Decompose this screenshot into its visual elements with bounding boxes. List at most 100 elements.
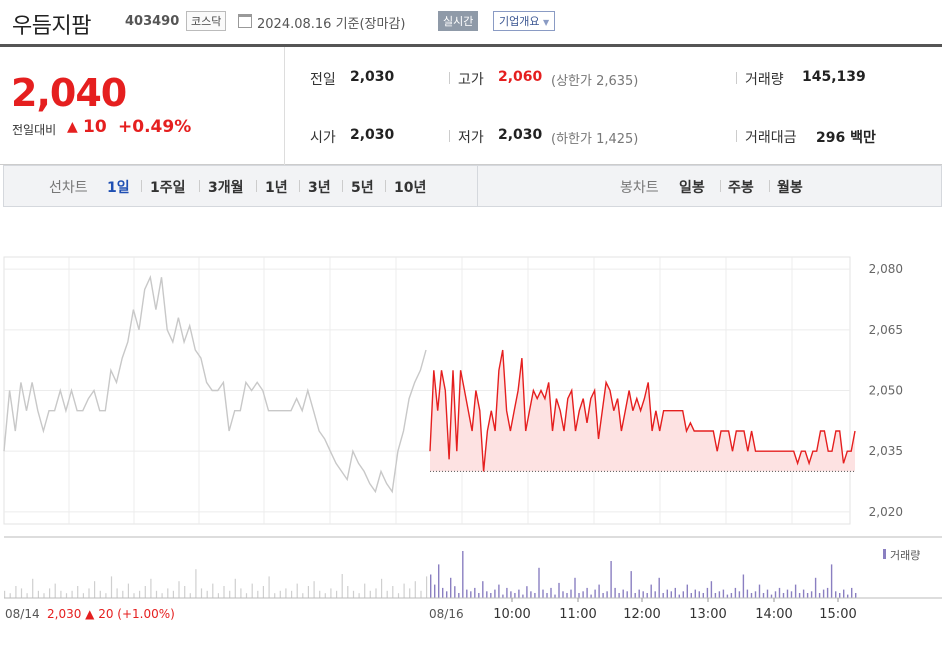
volume-bar: [37, 590, 39, 598]
tabs-divider: [477, 166, 478, 206]
volume-bar: [806, 593, 809, 598]
volume-bar: [77, 586, 79, 598]
prev-close-value: 2,030: [350, 69, 395, 85]
company-info-button[interactable]: 기업개요 ▼: [493, 11, 556, 31]
today-date: 08/16: [429, 607, 464, 621]
volume-bar: [502, 594, 504, 598]
volume-bar: [706, 587, 709, 598]
volume-bar: [352, 590, 355, 598]
volume-bar: [594, 589, 596, 598]
volume-bar: [550, 587, 552, 598]
y-tick-label: 2,065: [869, 323, 903, 337]
lower-limit: (하한가 1,425): [551, 132, 639, 147]
tab-3year[interactable]: 3년: [308, 180, 331, 196]
volume-bar: [818, 593, 821, 598]
volume-bar: [178, 581, 180, 598]
volume-bar: [257, 590, 259, 598]
volume-bar: [307, 586, 309, 598]
volume-bar: [49, 588, 51, 598]
volume-bar: [223, 586, 225, 598]
tab-monthly-candle[interactable]: 월봉: [777, 180, 803, 196]
tab-separator: [769, 180, 770, 192]
volume-bar: [155, 590, 158, 598]
volume-bar: [714, 593, 717, 598]
x-tick-label: 13:00: [689, 607, 726, 622]
volume-bar: [686, 584, 688, 598]
market-badge: 코스닥: [186, 11, 227, 31]
tab-separator: [256, 180, 257, 192]
realtime-button[interactable]: 실시간: [438, 11, 479, 31]
volume-bar: [240, 588, 242, 598]
volume-legend: 거래량: [890, 549, 920, 562]
line-chart-label: 선차트: [49, 180, 88, 196]
volume-bar: [694, 589, 696, 598]
volume-bar: [835, 591, 837, 598]
volume-bar: [851, 587, 853, 598]
volume-bar: [682, 591, 684, 598]
volume-bar: [638, 589, 640, 598]
tab-separator: [299, 180, 300, 192]
volume-bar: [392, 586, 394, 598]
calendar-icon: [238, 14, 252, 28]
volume-legend-swatch: [883, 549, 886, 559]
volume-bar: [71, 590, 73, 598]
x-tick-label: 12:00: [623, 607, 660, 622]
volume-bar: [650, 584, 652, 598]
volume-bar: [229, 590, 231, 598]
y-axis-ticks: 2,080 2,065 2,050 2,035 2,020: [869, 262, 903, 519]
volume-bar: [296, 583, 298, 598]
volume-bar: [122, 590, 124, 598]
tab-1week[interactable]: 1주일: [150, 180, 186, 196]
tab-3month[interactable]: 3개월: [208, 180, 244, 196]
volume-bar: [482, 581, 484, 598]
volume-bar: [538, 567, 540, 598]
volume-bar: [626, 591, 628, 598]
volume-bar: [446, 591, 448, 598]
volume-bar: [646, 593, 648, 598]
volume-bar: [574, 577, 576, 598]
volume-bar: [324, 593, 326, 598]
volume-bar: [542, 589, 544, 598]
base-date: 2024.08.16 기준(장마감): [257, 17, 406, 32]
candle-chart-label: 봉차트: [620, 180, 659, 196]
volume-bar: [746, 589, 749, 598]
prev-day-date: 08/14: [5, 607, 40, 621]
volume-bar: [279, 590, 281, 598]
amount-value: 296 백만: [816, 130, 876, 146]
volume-bar: [730, 593, 733, 598]
volume-bar: [434, 584, 436, 598]
volume-bar: [750, 593, 753, 598]
tab-daily-candle[interactable]: 일봉: [679, 180, 705, 196]
chart-period-tabs: 선차트 1일 1주일 3개월 1년 3년 5년 10년 봉차트 일봉 주봉 월봉: [3, 165, 942, 207]
volume-bar: [662, 593, 664, 598]
volume-bar: [770, 594, 773, 598]
x-tick-label: 15:00: [819, 607, 856, 622]
price-chart[interactable]: 2,080 2,065 2,050 2,035 2,020 거래량 08/14 2,03…: [0, 207, 942, 646]
volume-bar: [810, 591, 813, 598]
volume-bar: [313, 581, 315, 598]
price-summary: 2,040 전일대비 ▲ 10 +0.49% 전일 2,030 시가 2,030…: [0, 47, 942, 165]
volume-bar: [133, 593, 135, 598]
volume-bar: [341, 574, 343, 598]
volume-bar: [420, 590, 422, 598]
low-label: 저가: [458, 130, 484, 146]
volume-bar: [438, 564, 440, 598]
volume-bar: [826, 587, 829, 598]
stock-name: 우듬지팜: [12, 14, 91, 39]
tab-5year[interactable]: 5년: [351, 180, 374, 196]
tab-1year[interactable]: 1년: [265, 180, 288, 196]
volume-bar: [798, 593, 801, 598]
cell-separator: [449, 72, 450, 84]
volume-bar: [670, 591, 672, 598]
volume-bar: [678, 594, 680, 598]
volume-bar: [490, 593, 492, 598]
tab-10year[interactable]: 10년: [394, 180, 427, 196]
prev-day-info: 2,030 ▲ 20 (+1.00%): [47, 607, 175, 621]
tab-1day[interactable]: 1일: [107, 180, 130, 196]
high-label: 고가: [458, 72, 484, 88]
volume-bar: [839, 593, 841, 598]
volume-bar: [454, 586, 456, 598]
tab-weekly-candle[interactable]: 주봉: [728, 180, 754, 196]
volume-bar: [590, 594, 592, 598]
volume-bar: [622, 589, 624, 598]
